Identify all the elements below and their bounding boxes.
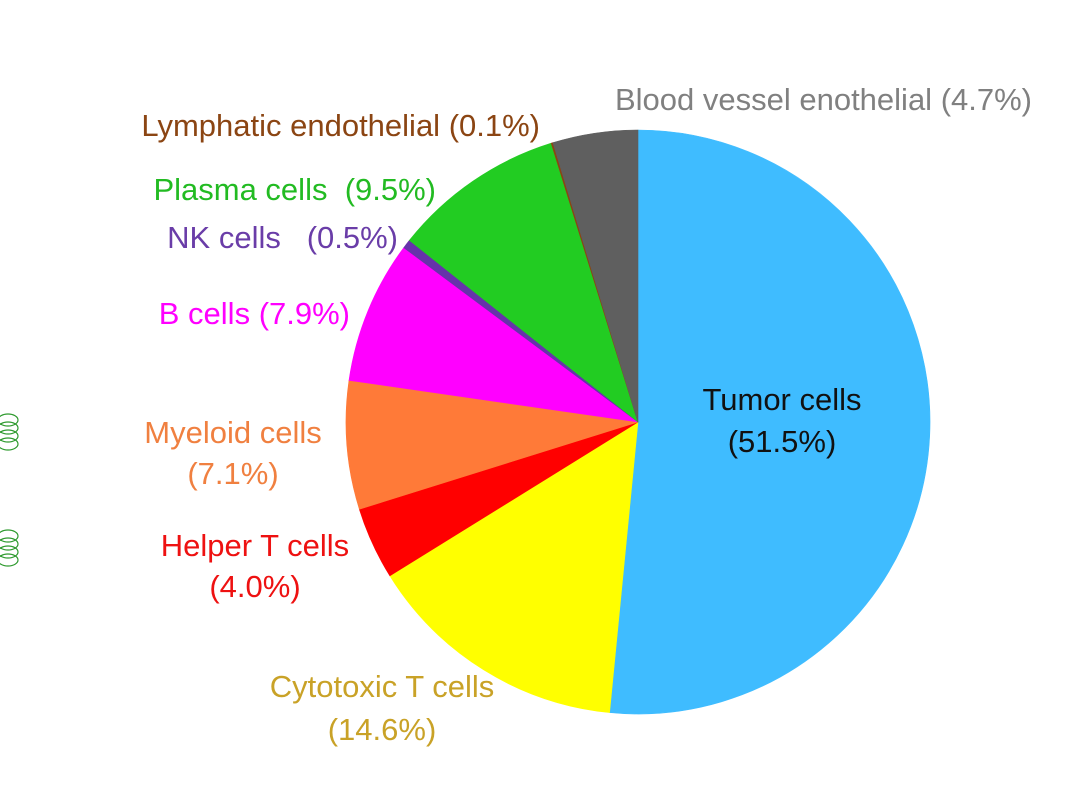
pie-slice-myeloid-cells [345, 380, 639, 510]
slice-label-blood-vessel-enothelial: Blood vessel enothelial (4.7%) [615, 82, 1032, 117]
pie-slice-blood-vessel-enothelial [552, 129, 639, 423]
slice-label-helper-t-cells: Helper T cells [161, 528, 349, 563]
slice-label-myeloid-cells: Myeloid cells [144, 415, 321, 450]
slice-value-plasma-cells: (9.5%) [345, 172, 436, 207]
coil-icon [0, 529, 19, 567]
slice-label-lymphatic-endothelial: Lymphatic endothelial (0.1%) [141, 108, 540, 143]
slice-label-tumor-cells: Tumor cells [702, 382, 861, 417]
slice-label-b-cells: B cells (7.9%) [159, 296, 350, 331]
slice-value-tumor-cells: (51.5%) [728, 424, 837, 459]
slice-value-blood-vessel-enothelial: (4.7%) [941, 82, 1032, 117]
slice-value-myeloid-cells: (7.1%) [187, 456, 278, 491]
edge-decoration [0, 413, 19, 567]
slice-value-nk-cells: (0.5%) [307, 220, 398, 255]
pie-slices [345, 129, 931, 715]
pie-labels: Tumor cells (51.5%) Cytotoxic T cells (14.6… [141, 82, 1032, 747]
slice-value-lymphatic-endothelial: (0.1%) [449, 108, 540, 143]
coil-icon [0, 413, 19, 451]
pie-slice-plasma-cells [408, 142, 639, 423]
slice-value-cytotoxic-t-cells: (14.6%) [328, 712, 437, 747]
slice-label-plasma-cells: Plasma cells (9.5%) [153, 172, 436, 207]
slice-value-b-cells: (7.9%) [259, 296, 350, 331]
slice-label-cytotoxic-t-cells: Cytotoxic T cells [270, 669, 495, 704]
pie-slice-b-cells [348, 247, 639, 423]
pie-slice-cytotoxic-t-cells [389, 421, 639, 713]
slice-label-nk-cells: NK cells (0.5%) [167, 220, 398, 255]
slice-value-helper-t-cells: (4.0%) [209, 569, 300, 604]
pie-slice-tumor-cells [609, 129, 931, 715]
